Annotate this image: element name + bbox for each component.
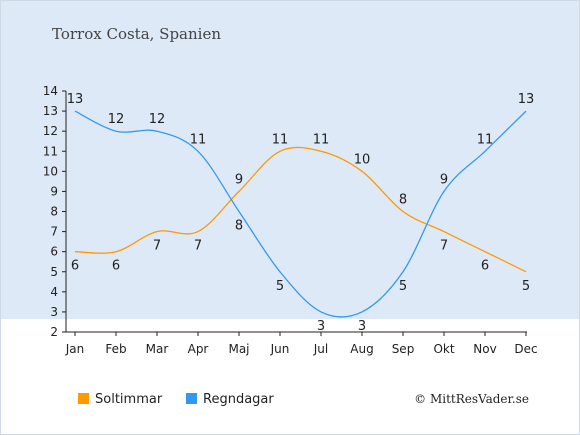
data-label: 5 <box>276 279 284 294</box>
data-label: 3 <box>317 319 325 334</box>
x-tick-label: Mar <box>146 342 169 356</box>
data-label: 6 <box>112 259 120 274</box>
data-label: 13 <box>518 92 535 107</box>
data-label: 11 <box>190 132 207 147</box>
data-labels: 6 6 7 7 9 11 11 10 8 7 6 5 13 12 12 11 8 5 3 3 5 9 11 13 <box>67 92 535 334</box>
y-tick-label: 2 <box>50 325 58 339</box>
y-tick-label: 9 <box>50 184 58 198</box>
data-label: 12 <box>108 112 125 127</box>
data-label: 7 <box>440 239 448 254</box>
data-label: 8 <box>399 193 407 208</box>
x-tick-label: Sep <box>392 342 415 356</box>
data-label: 10 <box>354 152 371 167</box>
data-label: 5 <box>399 279 407 294</box>
data-label: 12 <box>149 112 166 127</box>
x-tick-label: Jul <box>313 342 328 356</box>
data-label: 6 <box>71 259 79 274</box>
series-line-0 <box>74 146 527 273</box>
credit-text: © MittResVader.se <box>414 392 529 406</box>
x-tick-label: Okt <box>433 342 454 356</box>
data-label: 9 <box>440 172 448 187</box>
data-label: 5 <box>522 279 530 294</box>
x-tick-label: Feb <box>105 342 126 356</box>
y-tick-label: 10 <box>43 164 58 178</box>
y-tick-label: 3 <box>50 305 58 319</box>
x-tick-label: Apr <box>188 342 209 356</box>
y-tick-label: 14 <box>43 84 58 98</box>
legend-label-1: Regndagar <box>203 392 274 407</box>
x-tick-label: Dec <box>514 342 537 356</box>
x-tick-label: Aug <box>350 342 373 356</box>
data-label: 11 <box>313 132 330 147</box>
x-tick-label: Nov <box>473 342 496 356</box>
data-label: 6 <box>481 259 489 274</box>
data-label: 7 <box>194 239 202 254</box>
x-tick-label: Jun <box>270 342 290 356</box>
chart-background <box>1 1 579 319</box>
y-tick-label: 12 <box>43 124 58 138</box>
y-tick-label: 6 <box>50 245 58 259</box>
x-tick-label: Maj <box>228 342 249 356</box>
data-label: 7 <box>153 239 161 254</box>
legend-swatch-1 <box>186 393 197 404</box>
data-label: 11 <box>477 132 494 147</box>
x-tick-label: Jan <box>65 342 85 356</box>
y-tick-label: 4 <box>50 285 58 299</box>
data-label: 3 <box>358 319 366 334</box>
series-lines <box>74 110 527 318</box>
legend-label-0: Soltimmar <box>95 392 163 407</box>
legend: Soltimmar Regndagar <box>78 392 274 407</box>
data-label: 9 <box>235 172 243 187</box>
y-tick-label: 7 <box>50 225 58 239</box>
series-line-1 <box>74 110 527 318</box>
data-label: 13 <box>67 92 84 107</box>
y-tick-label: 8 <box>50 205 58 219</box>
data-label: 11 <box>272 132 289 147</box>
y-tick-label: 5 <box>50 265 58 279</box>
legend-swatch-0 <box>78 393 89 404</box>
y-tick-label: 13 <box>43 104 58 118</box>
chart-title: Torrox Costa, Spanien <box>52 25 221 43</box>
data-label: 8 <box>235 219 243 234</box>
y-tick-label: 11 <box>43 144 58 158</box>
